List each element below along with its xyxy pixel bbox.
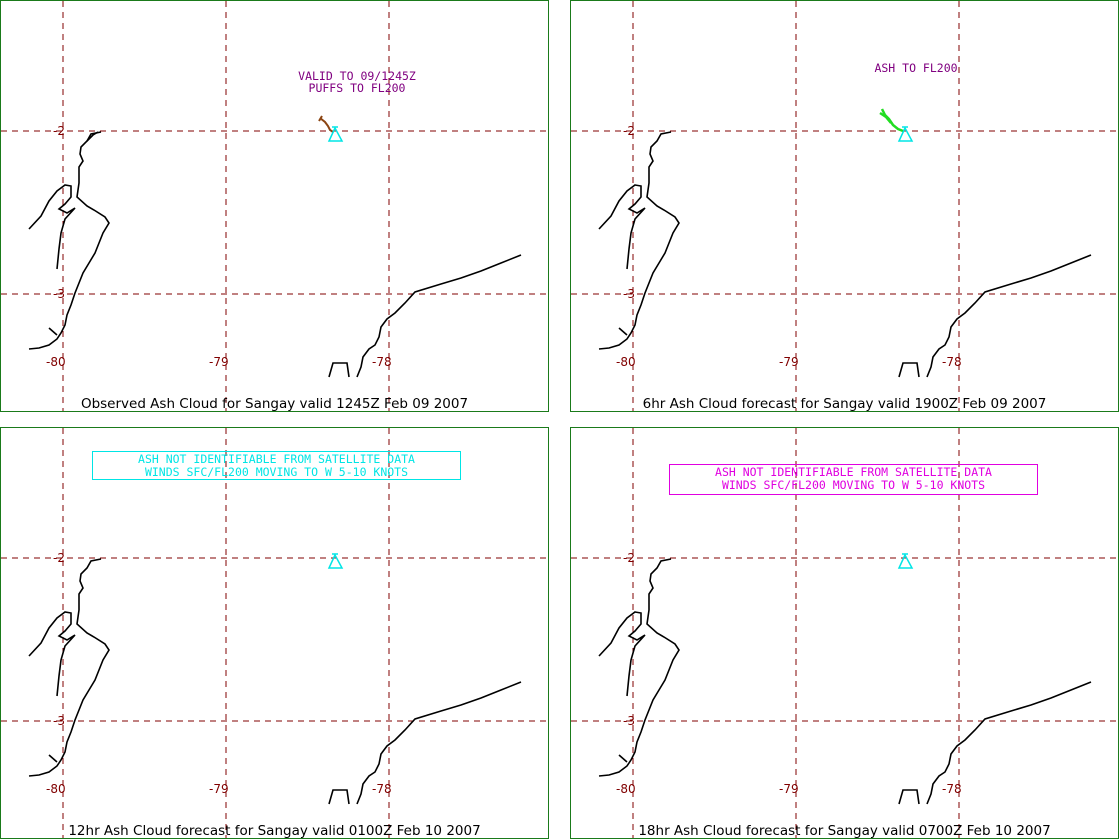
note-line: ASH TO FL200 — [874, 61, 958, 75]
lon-label: -80 — [46, 782, 66, 796]
map-panel-6hr: ASH TO FL200 -2 -3 -80 -79 -78 6hr Ash C… — [570, 0, 1119, 412]
map-canvas — [1, 1, 548, 411]
graticule — [1, 1, 548, 411]
map-canvas — [571, 1, 1118, 411]
ash-cloud-observed — [318, 115, 334, 133]
note-line: VALID TO 09/1245Z — [298, 69, 416, 83]
advisory-box: ASH NOT IDENTIFIABLE FROM SATELLITE DATA… — [669, 464, 1038, 495]
lon-label: -80 — [616, 782, 636, 796]
map-panel-observed: VALID TO 09/1245Z PUFFS TO FL200 -2 -3 -… — [0, 0, 549, 412]
border-line — [328, 681, 522, 805]
note-line: ASH NOT IDENTIFIABLE FROM SATELLITE DATA — [715, 465, 992, 479]
coastline — [28, 131, 110, 350]
note-line: WINDS SFC/FL200 MOVING TO W 5-10 KNOTS — [144, 464, 409, 479]
lon-label: -78 — [942, 355, 962, 369]
coastline — [598, 558, 680, 777]
lon-label: -79 — [779, 782, 799, 796]
border-line — [898, 254, 1092, 378]
panel-caption: Observed Ash Cloud for Sangay valid 1245… — [80, 396, 469, 412]
map-canvas — [571, 428, 1118, 838]
graticule — [571, 428, 1118, 838]
lon-label: -79 — [779, 355, 799, 369]
lat-label: -3 — [53, 287, 65, 301]
lon-label: -79 — [209, 782, 229, 796]
panel-caption: 12hr Ash Cloud forecast for Sangay valid… — [68, 823, 481, 839]
graticule — [1, 428, 548, 838]
lon-label: -80 — [616, 355, 636, 369]
lat-label: -2 — [623, 551, 635, 565]
map-panel-18hr: ASH NOT IDENTIFIABLE FROM SATELLITE DATA… — [570, 427, 1119, 839]
coastline — [598, 131, 680, 350]
note-line: ASH NOT IDENTIFIABLE FROM SATELLITE DATA — [138, 452, 415, 466]
border-line — [898, 681, 1092, 805]
lon-label: -80 — [46, 355, 66, 369]
lon-label: -78 — [942, 782, 962, 796]
coastline — [28, 558, 110, 777]
triangle-volcano-icon — [897, 126, 914, 142]
border-line — [328, 254, 522, 378]
graticule — [571, 1, 1118, 411]
map-canvas — [1, 428, 548, 838]
note-line: PUFFS TO FL200 — [308, 81, 406, 95]
lat-label: -2 — [53, 551, 65, 565]
panel-caption: 18hr Ash Cloud forecast for Sangay valid… — [638, 823, 1051, 839]
lat-label: -2 — [53, 124, 65, 138]
advisory-note: ASH TO FL200 — [861, 62, 971, 74]
advisory-box: ASH NOT IDENTIFIABLE FROM SATELLITE DATA… — [92, 451, 461, 480]
map-panel-12hr: ASH NOT IDENTIFIABLE FROM SATELLITE DATA… — [0, 427, 549, 839]
lat-label: -2 — [623, 124, 635, 138]
note-line: WINDS SFC/FL200 MOVING TO W 5-10 KNOTS — [721, 477, 986, 492]
advisory-note: VALID TO 09/1245Z PUFFS TO FL200 — [291, 70, 423, 94]
triangle-volcano-icon — [327, 126, 344, 142]
triangle-volcano-icon — [897, 553, 914, 569]
ash-cloud-forecast — [879, 108, 904, 133]
lon-label: -79 — [209, 355, 229, 369]
lat-label: -3 — [53, 714, 65, 728]
lat-label: -3 — [623, 287, 635, 301]
lon-label: -78 — [372, 355, 392, 369]
lat-label: -3 — [623, 714, 635, 728]
panel-caption: 6hr Ash Cloud forecast for Sangay valid … — [642, 396, 1047, 412]
lon-label: -78 — [372, 782, 392, 796]
triangle-volcano-icon — [327, 553, 344, 569]
